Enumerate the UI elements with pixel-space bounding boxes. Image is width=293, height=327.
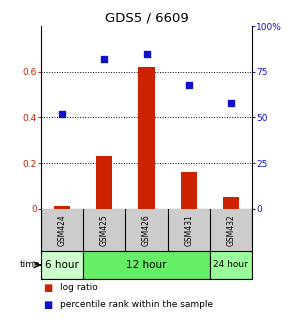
Text: time: time: [20, 260, 40, 269]
Bar: [181, 172, 197, 209]
Text: percentile rank within the sample: percentile rank within the sample: [60, 300, 213, 309]
Point: [186, 82, 191, 87]
Text: ■: ■: [43, 300, 52, 310]
Text: 6 hour: 6 hour: [45, 260, 79, 270]
Text: GSM425: GSM425: [100, 214, 109, 246]
Bar: [96, 156, 112, 209]
Text: GSM431: GSM431: [184, 214, 193, 246]
Text: 12 hour: 12 hour: [126, 260, 167, 270]
Text: 24 hour: 24 hour: [213, 260, 248, 269]
Point: [229, 100, 233, 106]
Point: [144, 51, 149, 56]
Bar: [223, 198, 239, 209]
Text: ■: ■: [43, 283, 52, 293]
Text: log ratio: log ratio: [60, 283, 98, 292]
Bar: [83, 250, 210, 279]
Text: GSM424: GSM424: [58, 214, 67, 246]
Title: GDS5 / 6609: GDS5 / 6609: [105, 12, 188, 25]
Point: [102, 57, 107, 62]
Bar: [54, 206, 70, 209]
Bar: [41, 250, 83, 279]
Bar: [139, 67, 154, 209]
Bar: [210, 250, 252, 279]
Text: GSM426: GSM426: [142, 214, 151, 246]
Point: [60, 111, 64, 116]
Text: GSM432: GSM432: [226, 214, 235, 246]
